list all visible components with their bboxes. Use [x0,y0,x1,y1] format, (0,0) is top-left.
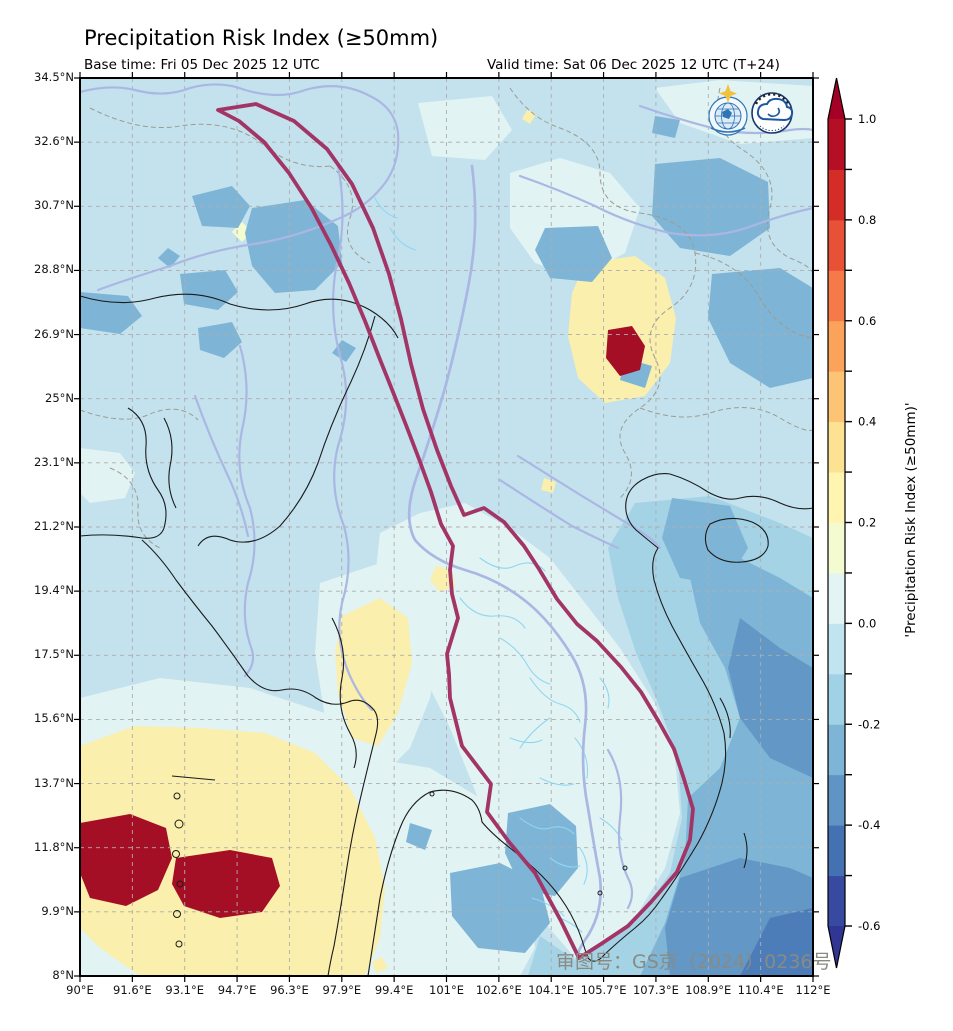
colorbar-tick-label: 0.4 [858,415,876,429]
lat-tick-label: 17.5°N [34,647,74,662]
lat-tick-label: 26.9°N [34,326,74,341]
colorbar-tick-label: 1.0 [858,112,876,126]
lat-tick-label: 19.4°N [34,583,74,598]
lon-tick-label: 108.9°E [685,983,732,997]
lon-tick-label: 97.9°E [322,983,362,997]
colorbar-segment [828,875,845,927]
colorbar-segment [828,673,845,725]
lon-tick-label: 93.1°E [165,983,205,997]
gridlines [80,78,813,976]
lat-tick-label: 34.5°N [34,70,74,84]
lon-tick-label: 94.7°E [217,983,257,997]
colorbar-segment [828,623,845,675]
page-title: Precipitation Risk Index (≥50mm) [84,26,439,50]
lon-tick-label: 112°E [795,983,831,997]
colorbar-segment [828,320,845,372]
lon-tick-label: 107.3°E [632,983,679,997]
colorbar-segment [828,825,845,877]
map-plot-area: 审图号：GS京（2024）0236号 [74,72,832,982]
lon-tick-label: 96.3°E [270,983,309,997]
valid-time-label: Valid time: Sat 06 Dec 2025 12 UTC (T+24… [487,57,780,73]
colorbar-tick-label: 0.2 [858,516,876,530]
colorbar-segment [828,472,845,523]
colorbar-segment [828,270,845,322]
colorbar-segment [828,421,845,473]
tributary-rivers [374,197,623,933]
colorbar-tick-label: -0.6 [858,919,880,933]
lon-tick-label: 110.4°E [737,983,784,997]
colorbar-segment [828,169,845,221]
mekong-basin-outline [216,102,695,960]
colorbar-tick-label: 0.6 [858,314,876,328]
lat-tick-label: 25°N [45,390,74,405]
province-borders [79,87,814,549]
lon-tick-label: 102.6°E [475,983,522,997]
lon-tick-label: 91.6°E [113,983,152,997]
lon-tick-label: 99.4°E [374,983,414,997]
coastlines-borders [79,293,814,977]
main-rivers [78,83,815,960]
lat-tick-label: 15.6°N [34,711,74,726]
cma-logo-icon [751,92,794,134]
colorbar-tick-label: -0.4 [858,818,880,832]
colorbar-segment [828,572,845,624]
lat-tick-label: 32.6°N [34,134,74,149]
lat-tick-label: 30.7°N [34,198,74,213]
colorbar-label: 'Precipitation Risk Index (≥50mm)' [903,402,919,638]
lon-tick-label: 105.7°E [580,983,627,997]
lat-tick-label: 11.8°N [34,839,74,854]
lat-tick-label: 8°N [52,968,74,982]
colorbar-segment [828,774,845,826]
colorbar-segment [828,119,845,170]
mekong-river [407,164,602,960]
map-approval-watermark: 审图号：GS京（2024）0236号 [556,951,832,973]
colorbar: 1.0 0.8 0.6 0.4 0.2 0.0 -0.2 -0.4 -0.6 [827,77,880,969]
colorbar-segment [828,724,845,776]
lon-tick-label: 90°E [66,983,94,997]
lon-tick-label: 101°E [429,983,464,997]
colorbar-tick-label: -0.2 [858,717,880,731]
colorbar-tick-label: 0.0 [858,616,876,630]
colorbar-tick-label: 0.8 [858,213,876,227]
lat-tick-label: 23.1°N [34,454,74,469]
colorbar-segment [828,371,845,423]
lat-tick-label: 9.9°N [41,903,74,918]
lat-tick-label: 28.8°N [34,262,74,277]
base-time-label: Base time: Fri 05 Dec 2025 12 UTC [84,57,320,73]
andaman-islands [172,791,628,948]
lat-tick-label: 13.7°N [34,775,74,790]
axis-ticks [74,72,819,982]
colorbar-segment [828,522,845,574]
lat-tick-label: 21.2°N [34,519,74,533]
wmo-logo-icon [708,84,748,136]
lon-tick-label: 104.1°E [528,983,575,997]
colorbar-segment [828,219,845,271]
